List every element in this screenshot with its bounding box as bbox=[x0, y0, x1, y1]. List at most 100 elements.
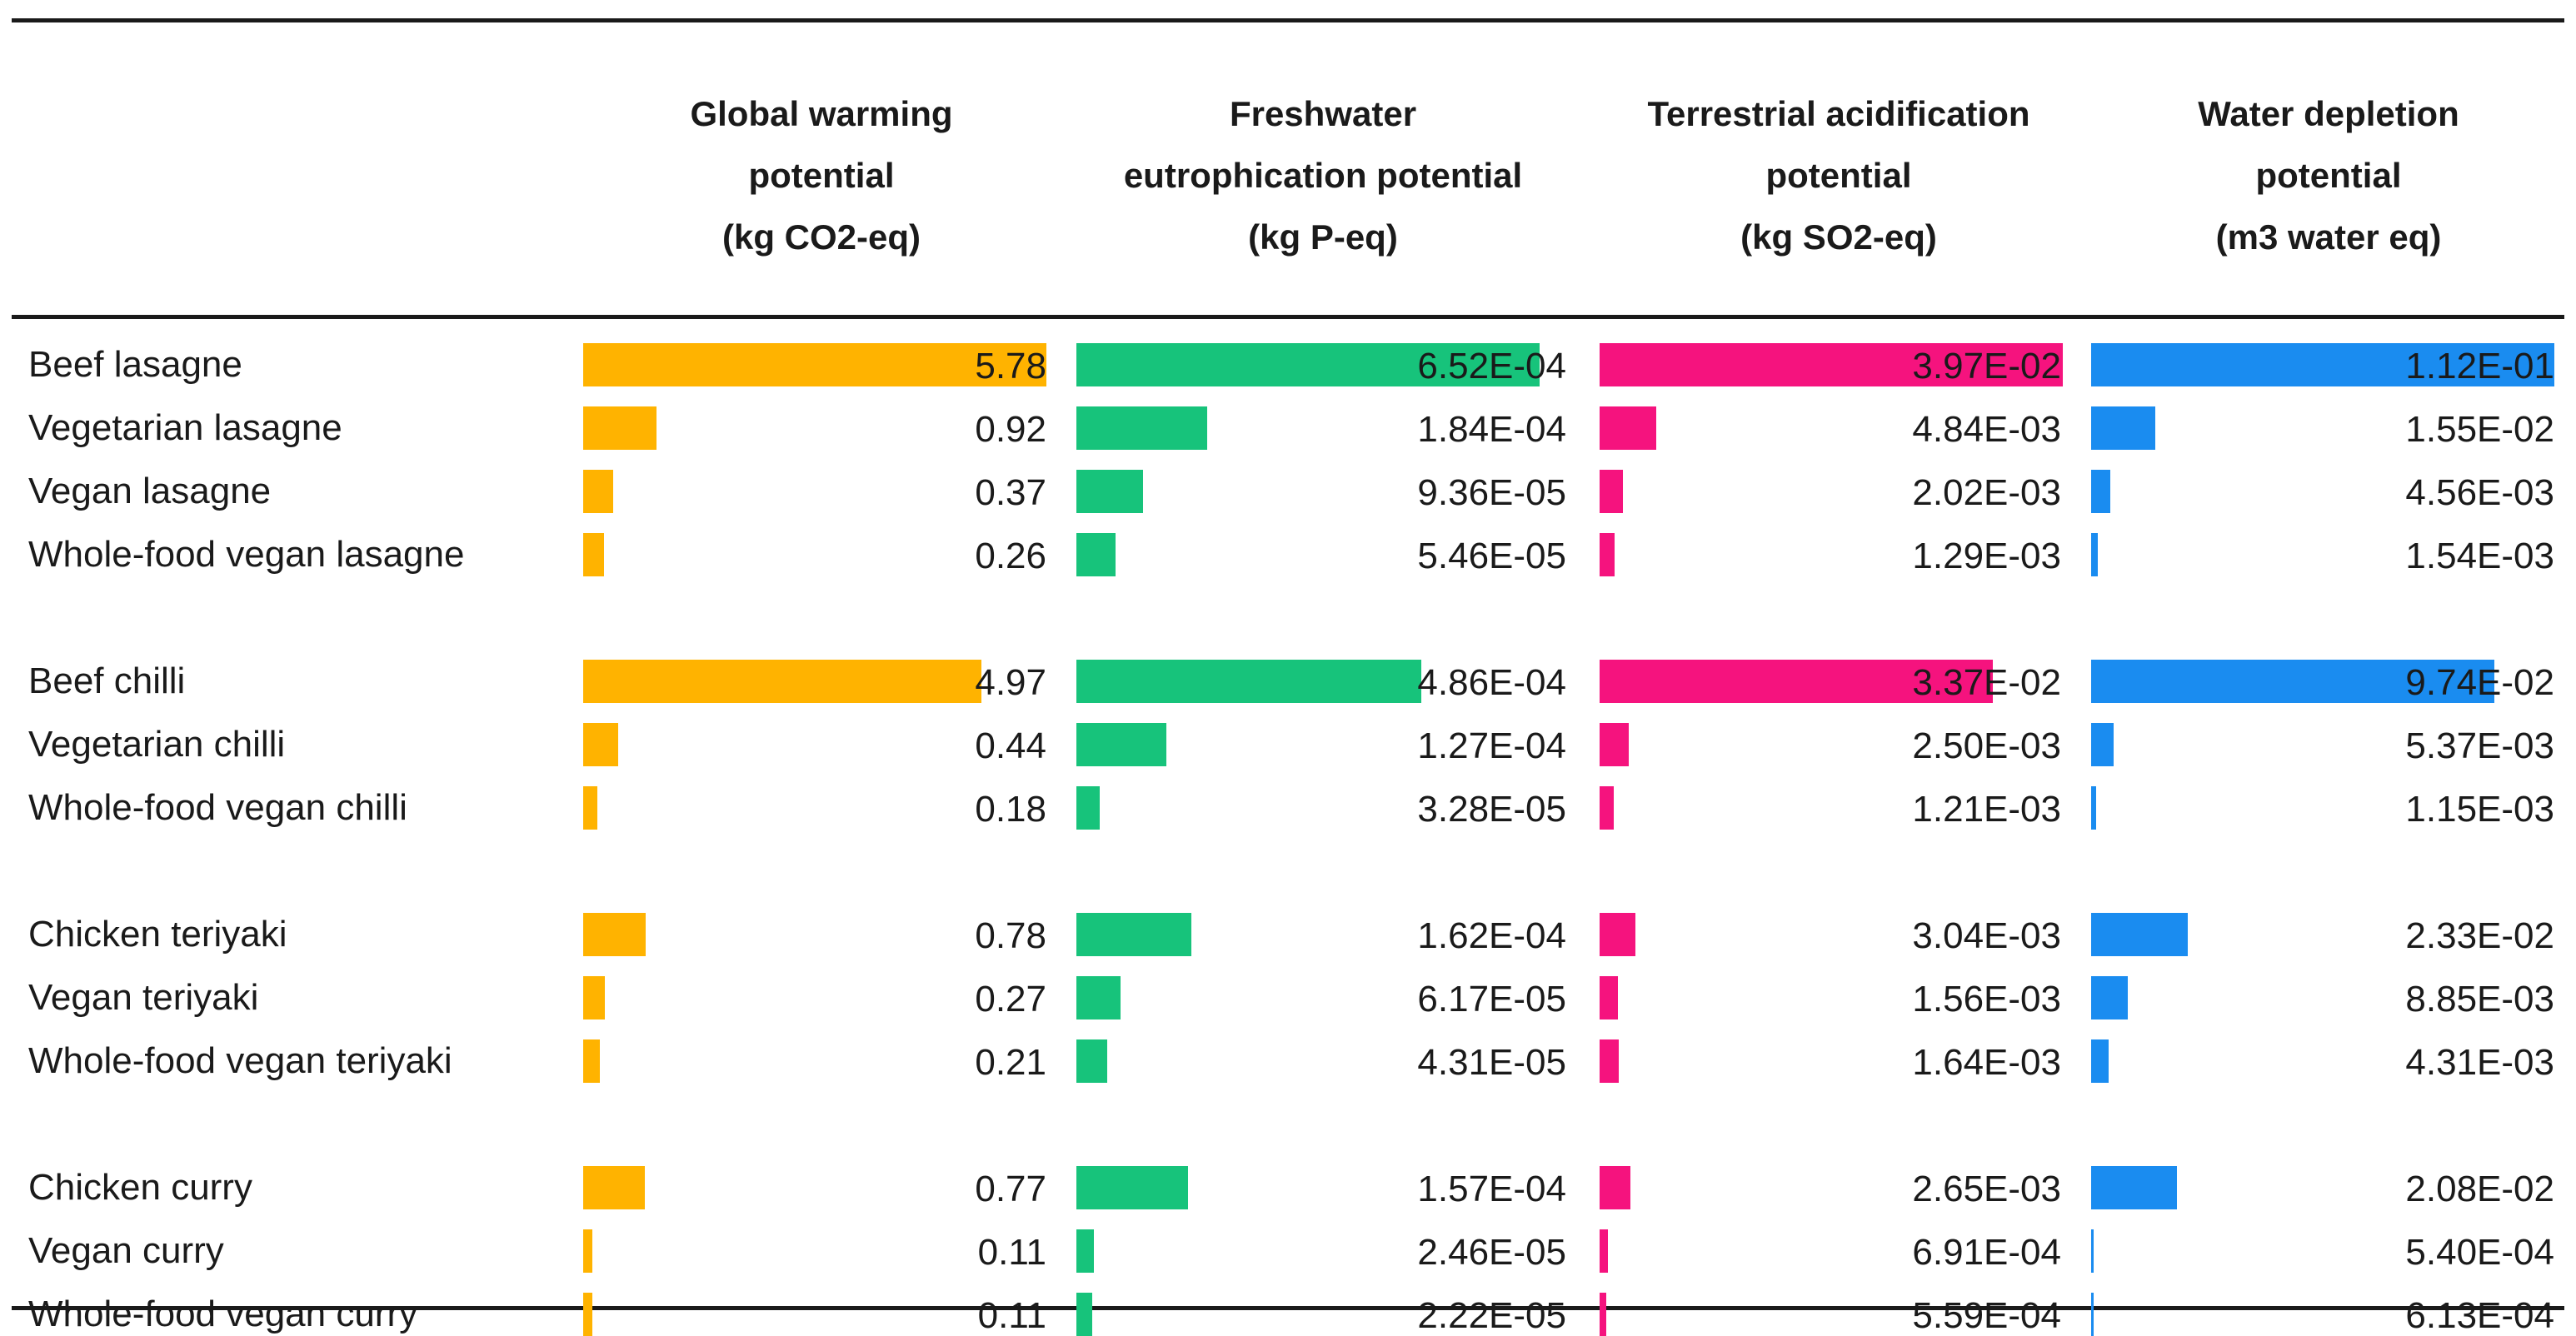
value-label-tap: 3.37E-02 bbox=[1912, 662, 2061, 703]
bar-fep bbox=[1076, 723, 1166, 766]
bar-fep bbox=[1076, 1293, 1092, 1336]
row-label: Whole-food vegan teriyaki bbox=[28, 1040, 452, 1081]
bar-gwp bbox=[583, 786, 597, 830]
row-label: Vegan teriyaki bbox=[28, 977, 259, 1018]
bar-fep bbox=[1076, 976, 1121, 1019]
bar-gwp bbox=[583, 1039, 600, 1083]
top-rule bbox=[12, 18, 2564, 22]
bar-tap bbox=[1600, 913, 1635, 956]
column-header-line: potential bbox=[1765, 156, 1912, 195]
bar-gwp bbox=[583, 1166, 645, 1209]
bar-gwp bbox=[583, 913, 646, 956]
value-label-tap: 3.97E-02 bbox=[1912, 346, 2061, 386]
value-label-wdp: 1.15E-03 bbox=[2405, 789, 2554, 830]
bar-gwp bbox=[583, 723, 618, 766]
bar-fep bbox=[1076, 1229, 1094, 1273]
bar-wdp bbox=[2091, 1166, 2177, 1209]
column-header-line: Water depletion bbox=[2198, 94, 2459, 133]
bar-fep bbox=[1076, 470, 1143, 513]
value-label-fep: 2.46E-05 bbox=[1417, 1232, 1566, 1273]
bar-fep bbox=[1076, 660, 1421, 703]
bar-wdp bbox=[2091, 723, 2114, 766]
value-label-gwp: 0.26 bbox=[975, 536, 1046, 576]
value-label-gwp: 0.11 bbox=[977, 1295, 1046, 1336]
value-label-wdp: 1.12E-01 bbox=[2405, 346, 2554, 386]
value-label-fep: 3.28E-05 bbox=[1417, 789, 1566, 830]
column-header-line: eutrophication potential bbox=[1123, 156, 1523, 195]
value-label-gwp: 0.77 bbox=[975, 1169, 1046, 1209]
value-label-tap: 2.50E-03 bbox=[1912, 725, 2061, 766]
value-label-gwp: 0.27 bbox=[975, 979, 1046, 1019]
column-header-line: Terrestrial acidification bbox=[1647, 94, 2030, 133]
bar-tap bbox=[1600, 1229, 1608, 1273]
bar-tap bbox=[1600, 786, 1614, 830]
bar-fep bbox=[1076, 913, 1191, 956]
value-label-wdp: 1.55E-02 bbox=[2405, 409, 2554, 450]
bar-tap bbox=[1600, 343, 2063, 386]
row-label: Vegan curry bbox=[28, 1230, 224, 1271]
bar-wdp bbox=[2091, 1229, 2094, 1273]
column-header-line: potential bbox=[2255, 156, 2402, 195]
value-label-wdp: 5.40E-04 bbox=[2405, 1232, 2554, 1273]
bar-gwp bbox=[583, 660, 981, 703]
row-label: Vegan lasagne bbox=[28, 471, 272, 511]
bar-fep bbox=[1076, 533, 1116, 576]
bar-fep bbox=[1076, 406, 1207, 450]
bar-wdp bbox=[2091, 533, 2098, 576]
bar-wdp bbox=[2091, 343, 2554, 386]
column-header-fep: Freshwater eutrophication potential (kg P-… bbox=[1073, 83, 1573, 268]
value-label-tap: 3.04E-03 bbox=[1912, 915, 2061, 956]
bottom-rule bbox=[12, 1306, 2564, 1310]
column-header-line: (kg CO2-eq) bbox=[721, 217, 921, 257]
value-label-tap: 1.56E-03 bbox=[1912, 979, 2061, 1019]
bar-wdp bbox=[2091, 406, 2155, 450]
value-label-fep: 1.57E-04 bbox=[1417, 1169, 1566, 1209]
value-label-wdp: 1.54E-03 bbox=[2405, 536, 2554, 576]
value-label-fep: 4.31E-05 bbox=[1417, 1042, 1566, 1083]
value-label-wdp: 4.31E-03 bbox=[2405, 1042, 2554, 1083]
value-label-wdp: 5.37E-03 bbox=[2405, 725, 2554, 766]
value-label-fep: 5.46E-05 bbox=[1417, 536, 1566, 576]
row-label: Chicken curry bbox=[28, 1167, 252, 1208]
bar-gwp bbox=[583, 343, 1046, 386]
value-label-fep: 1.84E-04 bbox=[1417, 409, 1566, 450]
value-label-gwp: 4.97 bbox=[975, 662, 1046, 703]
bar-gwp bbox=[583, 976, 605, 1019]
value-label-fep: 2.22E-05 bbox=[1417, 1295, 1566, 1336]
value-label-tap: 2.65E-03 bbox=[1912, 1169, 2061, 1209]
header-rule bbox=[12, 315, 2564, 319]
column-header-line: (m3 water eq) bbox=[2215, 217, 2442, 257]
column-header-line: Global warming bbox=[690, 94, 953, 133]
bar-gwp bbox=[583, 1293, 592, 1336]
bar-tap bbox=[1600, 406, 1656, 450]
value-label-fep: 6.52E-04 bbox=[1417, 346, 1566, 386]
bar-tap bbox=[1600, 1293, 1606, 1336]
bar-tap bbox=[1600, 660, 1993, 703]
value-label-wdp: 2.33E-02 bbox=[2405, 915, 2554, 956]
value-label-tap: 1.64E-03 bbox=[1912, 1042, 2061, 1083]
bar-fep bbox=[1076, 1039, 1107, 1083]
bar-tap bbox=[1600, 533, 1615, 576]
row-label: Beef chilli bbox=[28, 661, 186, 701]
bar-gwp bbox=[583, 1229, 592, 1273]
bar-wdp bbox=[2091, 1039, 2109, 1083]
bar-tap bbox=[1600, 723, 1629, 766]
value-label-fep: 1.62E-04 bbox=[1417, 915, 1566, 956]
row-label: Beef lasagne bbox=[28, 344, 242, 385]
row-label: Whole-food vegan lasagne bbox=[28, 534, 465, 575]
bar-wdp bbox=[2091, 913, 2188, 956]
value-label-tap: 2.02E-03 bbox=[1912, 472, 2061, 513]
value-label-tap: 4.84E-03 bbox=[1912, 409, 2061, 450]
row-label: Whole-food vegan curry bbox=[28, 1294, 418, 1334]
bar-tap bbox=[1600, 1039, 1619, 1083]
column-header-line: (kg P-eq) bbox=[1248, 217, 1398, 257]
row-label: Vegetarian lasagne bbox=[28, 407, 342, 448]
value-label-fep: 6.17E-05 bbox=[1417, 979, 1566, 1019]
value-label-gwp: 0.21 bbox=[975, 1042, 1046, 1083]
value-label-gwp: 0.78 bbox=[975, 915, 1046, 956]
column-header-line: Freshwater bbox=[1229, 94, 1417, 133]
value-label-wdp: 2.08E-02 bbox=[2405, 1169, 2554, 1209]
column-header-gwp: Global warming potential (kg CO2-eq) bbox=[572, 83, 1071, 268]
bar-gwp bbox=[583, 470, 613, 513]
bar-wdp bbox=[2091, 660, 2494, 703]
